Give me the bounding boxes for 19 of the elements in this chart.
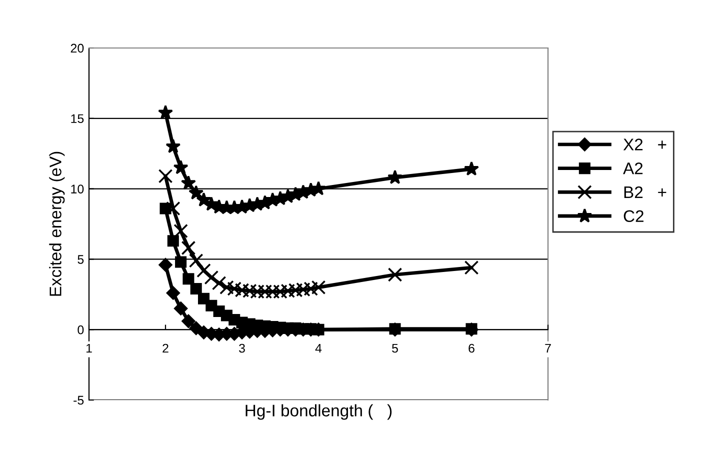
legend-label: C2 (624, 210, 644, 222)
y-tick-label: 15 (71, 114, 84, 124)
x-tick-label: 4 (315, 344, 322, 353)
y-tick-label: 20 (70, 44, 84, 53)
x-tick-label: 2 (162, 344, 168, 353)
x-tick-label: 6 (468, 344, 474, 353)
y-axis-title: Excited energy (eV) (49, 152, 65, 296)
x-tick-label: 3 (239, 344, 245, 353)
y-tick-label: 10 (71, 184, 84, 194)
legend-label: X2 + (623, 138, 666, 150)
y-tick-label: 0 (78, 325, 84, 334)
x-tick-label: 1 (86, 344, 92, 353)
legend-label: A2 (623, 162, 643, 174)
legend-label: B2 + (624, 186, 666, 198)
x-tick-label: 7 (545, 344, 551, 353)
y-tick-label: 5 (78, 255, 84, 264)
y-tick-label: -5 (74, 396, 84, 405)
x-axis-title: Hg-I bondlength ( ) (246, 404, 392, 420)
x-tick-label: 5 (392, 344, 398, 353)
